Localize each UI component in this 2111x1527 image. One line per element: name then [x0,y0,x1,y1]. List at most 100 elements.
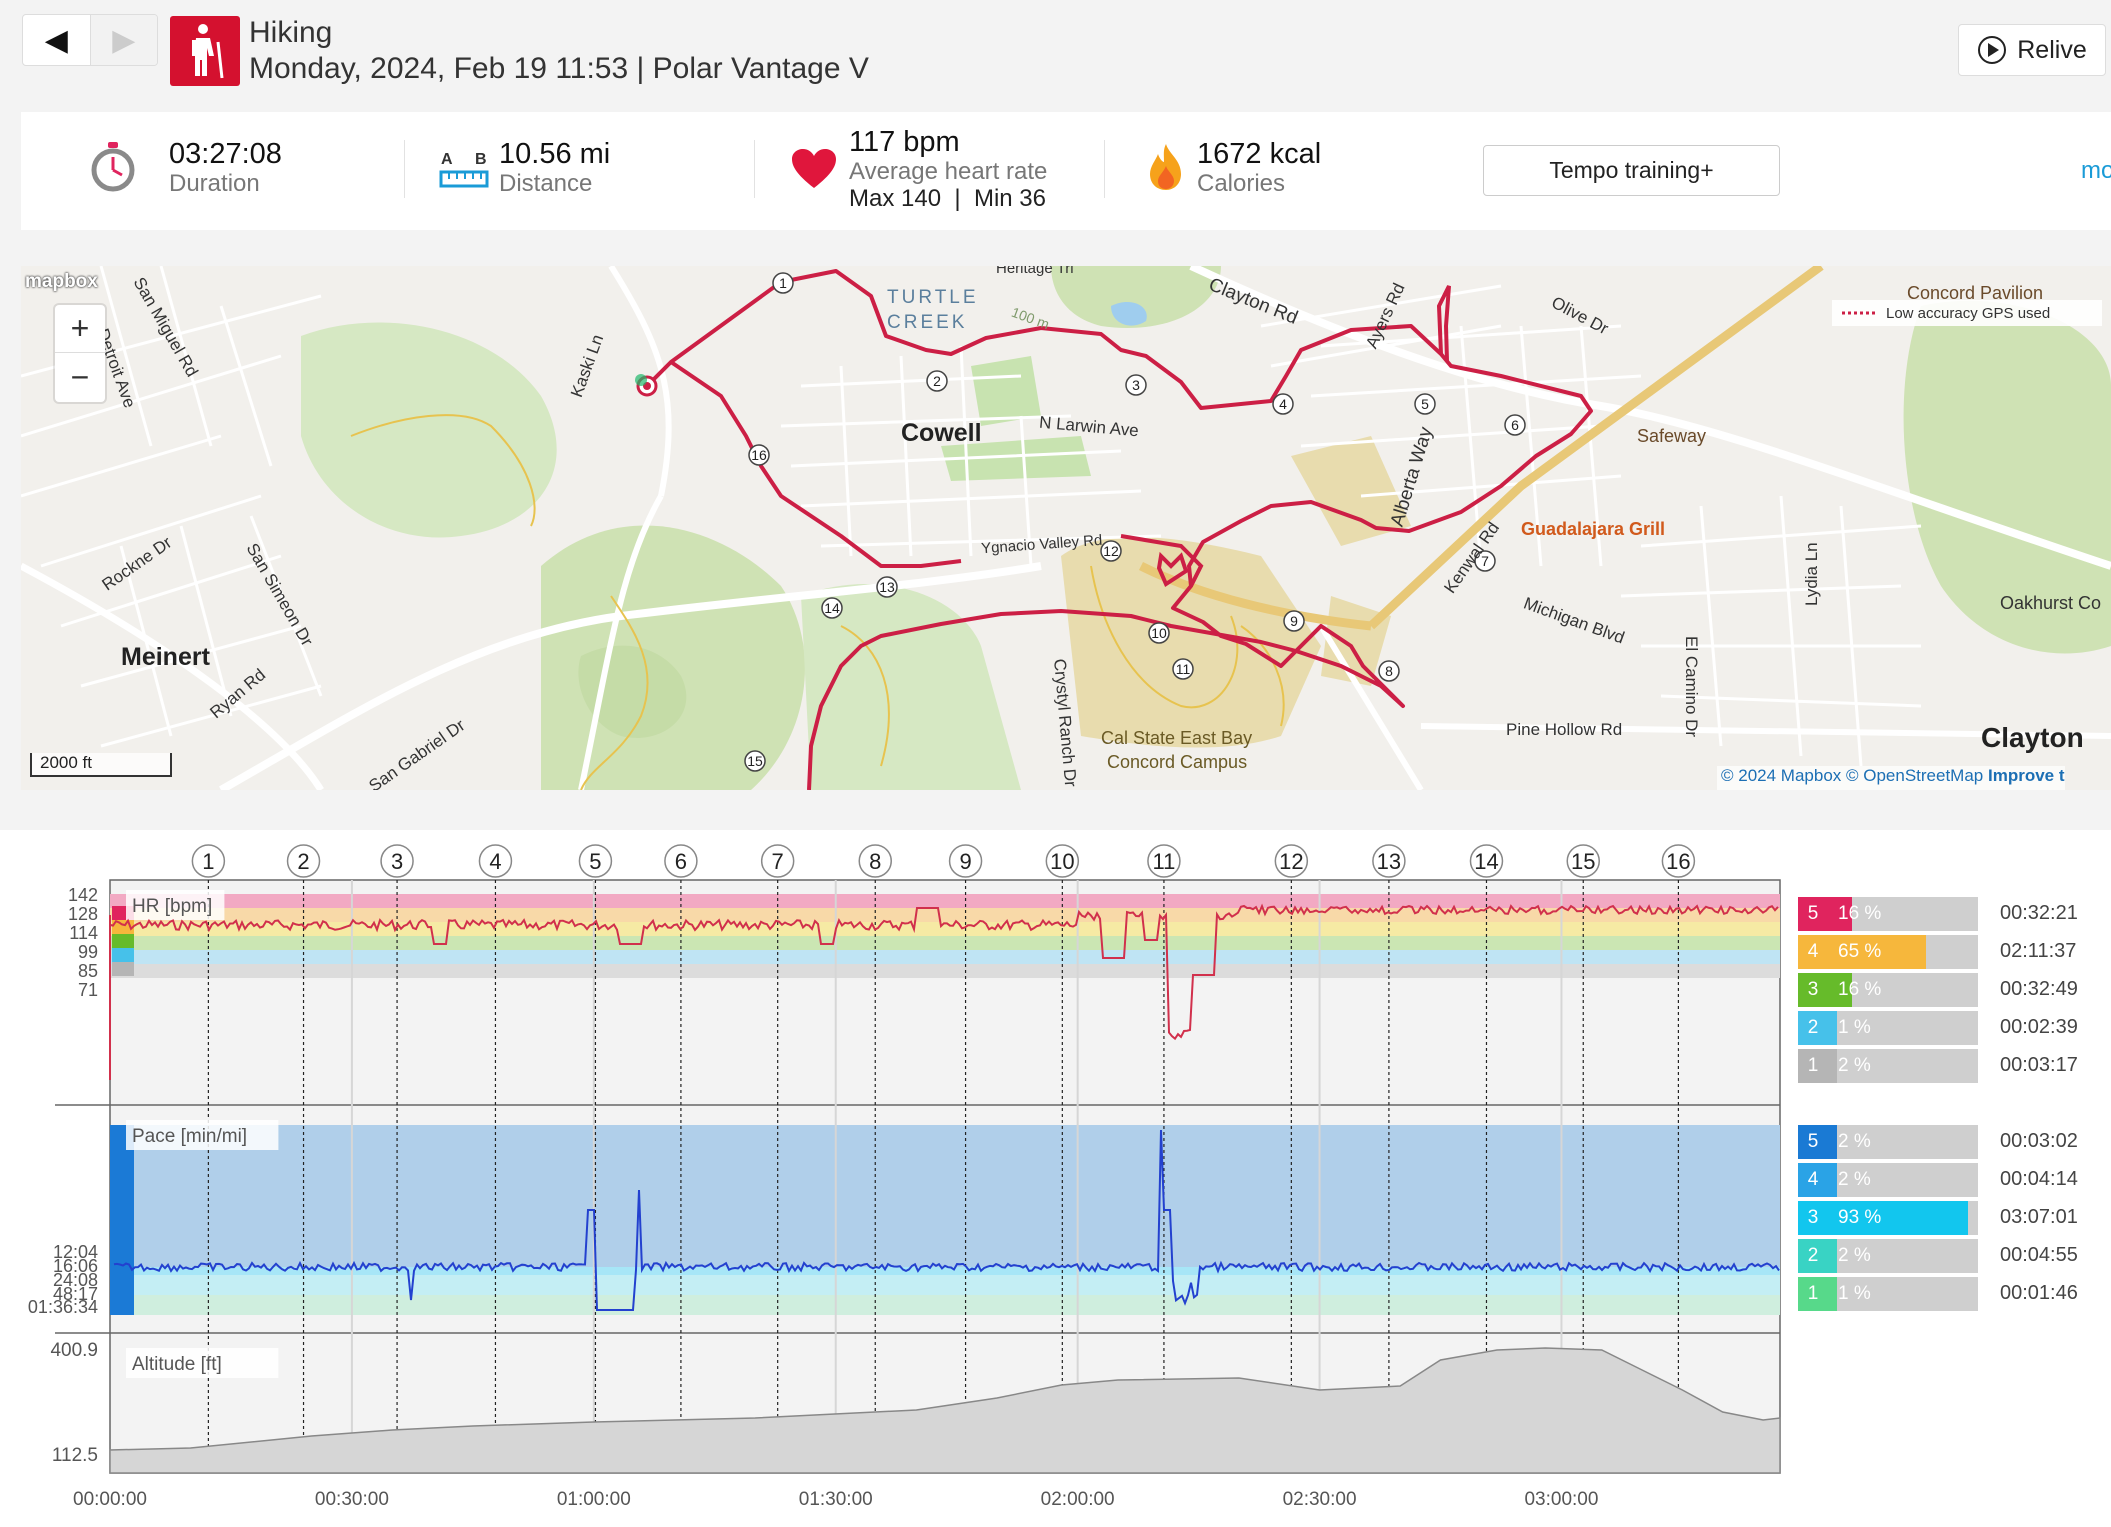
hr-y-tick: 71 [78,980,98,1000]
route-map[interactable]: 1 2 3 4 5 6 7 8 9 10 11 12 13 14 15 16 Cowell Meinert C… [21,266,2111,790]
zone-percent: 2 % [1838,1169,1871,1190]
map-lap-number: 14 [824,600,840,616]
lap-marker[interactable]: 9 [948,844,983,878]
map-lap-marker[interactable]: 15 [744,750,766,772]
lap-marker[interactable]: 2 [286,844,321,878]
more-link[interactable]: mo [2081,157,2111,184]
map-lap-marker[interactable]: 9 [1283,610,1305,632]
lap-marker[interactable]: 14 [1469,844,1504,878]
training-benefit-button[interactable]: Tempo training+ [1483,145,1780,196]
sport-title: Hiking [249,16,333,49]
lap-number: 14 [1474,849,1498,874]
lap-marker[interactable]: 15 [1566,844,1600,878]
map-lap-marker[interactable]: 4 [1272,393,1294,415]
map-lap-number: 10 [1151,625,1167,641]
lap-marker[interactable]: 16 [1661,844,1696,878]
previous-button[interactable]: ◀ [23,15,90,65]
lap-marker[interactable]: 12 [1274,844,1309,878]
zone-bar-fill [1828,1049,1837,1083]
lap-marker[interactable]: 6 [664,844,698,878]
lap-marker[interactable]: 10 [1045,844,1080,878]
hiking-icon [170,16,240,86]
altitude-y-tick: 400.9 [50,1340,98,1361]
zone-percent: 16 % [1838,903,1882,924]
zone-number: 5 [1798,897,1828,931]
zoom-out-button[interactable]: − [70,358,90,395]
campus-area [1291,436,1411,546]
pace-zone-band [110,1267,1780,1275]
hr-y-tick: 142 [68,885,98,905]
lap-marker[interactable]: 3 [380,844,414,878]
charts-panel: 1 2 3 4 5 6 7 8 9 10 11 12 13 14 15 16 142 128 114 99 85 71 12… [0,830,2111,1527]
lap-marker[interactable]: 5 [578,844,613,878]
zoom-in-button[interactable]: + [55,305,105,353]
zone-number: 1 [1798,1049,1828,1083]
zone-row[interactable]: 1 2 % [1798,1049,1978,1083]
map-lap-marker[interactable]: 1 [772,272,794,294]
map-lap-number: 12 [1103,543,1119,559]
lap-marker[interactable]: 1 [191,844,226,878]
map-lap-marker[interactable]: 7 [1474,550,1496,572]
hr-y-tick: 99 [78,942,98,962]
zone-row[interactable]: 2 1 % [1798,1011,1978,1045]
play-circle-icon [1978,36,2007,64]
divider [404,140,405,198]
map-label-guadalajara: Guadalajara Grill [1521,519,1666,539]
zone-number: 3 [1798,973,1828,1007]
attribution-text[interactable]: © 2024 Mapbox © OpenStreetMap [1721,766,1988,785]
lap-marker[interactable]: 8 [858,844,892,878]
altitude-y-tick: 112.5 [52,1445,98,1466]
pace-y-tick: 12:04 [53,1242,98,1262]
zone-bar: 2 % [1828,1125,1978,1159]
zone-time: 03:07:01 [2000,1206,2078,1228]
lap-marker[interactable]: 13 [1372,844,1406,878]
mapbox-logo[interactable]: mapbox [25,271,98,292]
duration-stat: 03:27:08 Duration [89,112,389,230]
lap-number: 10 [1050,849,1074,874]
map-lap-number: 3 [1132,377,1140,393]
lap-marker[interactable]: 7 [760,844,795,878]
lap-marker[interactable]: 11 [1147,844,1181,878]
heart-rate-stat: 117 bpm Average heart rate Max 140 | Min… [791,112,1121,230]
hr-y-tick: 114 [69,923,98,943]
map-lap-marker[interactable]: 3 [1125,374,1147,396]
zone-row[interactable]: 4 2 % [1798,1163,1978,1197]
analysis-charts[interactable]: 1 2 3 4 5 6 7 8 9 10 11 12 13 14 15 1614212811499857112… [0,830,2111,1527]
next-button[interactable]: ▶ [89,15,157,65]
zone-row[interactable]: 2 2 % [1798,1239,1978,1273]
map-lap-marker[interactable]: 5 [1414,393,1436,415]
x-axis-tick: 02:00:00 [1041,1489,1115,1510]
zone-time: 00:32:49 [2000,978,2078,1000]
zone-row[interactable]: 3 16 % [1798,973,1978,1007]
zone-row[interactable]: 3 93 % [1798,1201,1978,1235]
zone-row[interactable]: 1 1 % [1798,1277,1978,1311]
x-axis-tick: 00:00:00 [73,1489,147,1510]
summary-bar: 03:27:08 Duration A B 10.56 mi Distance … [21,112,2111,230]
relive-button[interactable]: Relive [1958,24,2106,76]
zone-row[interactable]: 5 2 % [1798,1125,1978,1159]
zone-row[interactable]: 4 65 % [1798,935,1978,969]
map-lap-marker[interactable]: 6 [1504,414,1526,436]
avg-hr-value: 117 bpm [849,126,960,158]
improve-map-link[interactable]: Improve t [1987,766,2065,785]
lap-number: 13 [1377,849,1401,874]
map-lap-marker[interactable]: 14 [821,597,843,619]
zone-row[interactable]: 5 16 % [1798,897,1978,931]
map-lap-marker[interactable]: 13 [876,576,898,598]
map-lap-marker[interactable]: 12 [1100,540,1122,562]
zone-bar: 1 % [1828,1277,1978,1311]
lap-marker[interactable]: 4 [478,844,513,878]
map-lap-marker[interactable]: 10 [1148,622,1170,644]
map-lap-number: 11 [1176,661,1191,677]
map-lap-marker[interactable]: 16 [748,444,770,466]
map-lap-marker[interactable]: 11 [1172,658,1194,680]
hr-max-min: Max 140 | Min 36 [849,185,1046,212]
zone-number: 1 [1798,1277,1828,1311]
map-lap-marker[interactable]: 8 [1378,660,1400,682]
zone-time: 00:01:46 [2000,1282,2078,1304]
distance-stat: A B 10.56 mi Distance [439,112,739,230]
hr-zone-band [110,964,1780,978]
map-lap-number: 6 [1511,417,1519,433]
map-lap-marker[interactable]: 2 [926,370,948,392]
